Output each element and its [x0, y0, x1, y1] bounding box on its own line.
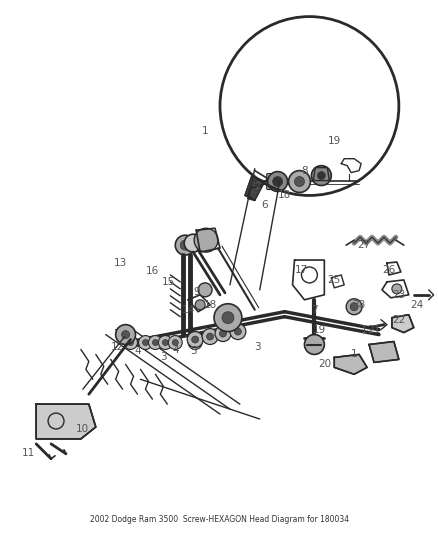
Text: 6: 6	[261, 200, 268, 211]
Circle shape	[192, 340, 198, 345]
Circle shape	[184, 234, 201, 252]
Text: 21: 21	[367, 325, 380, 335]
Text: 5: 5	[189, 346, 196, 357]
Text: 3: 3	[160, 352, 166, 362]
Circle shape	[219, 330, 226, 337]
Circle shape	[317, 172, 325, 180]
Circle shape	[198, 283, 212, 297]
Circle shape	[350, 303, 357, 311]
Text: 28: 28	[352, 300, 365, 310]
Circle shape	[124, 336, 137, 350]
Circle shape	[121, 330, 129, 338]
Text: 10: 10	[76, 424, 89, 434]
Polygon shape	[368, 342, 398, 362]
Text: 23: 23	[391, 290, 405, 300]
Circle shape	[172, 340, 178, 345]
Circle shape	[294, 176, 304, 187]
FancyBboxPatch shape	[266, 174, 276, 190]
Circle shape	[206, 333, 213, 340]
Circle shape	[214, 304, 241, 332]
Text: 8: 8	[300, 166, 307, 175]
Text: 4: 4	[134, 346, 141, 357]
Circle shape	[272, 176, 282, 187]
Circle shape	[127, 340, 133, 345]
Circle shape	[138, 336, 152, 350]
Circle shape	[152, 340, 158, 345]
Text: 24: 24	[409, 300, 422, 310]
Circle shape	[115, 325, 135, 344]
Text: 7: 7	[311, 305, 317, 314]
Text: 3: 3	[254, 343, 261, 352]
Text: 16: 16	[145, 266, 159, 276]
Circle shape	[391, 284, 401, 294]
Circle shape	[234, 328, 241, 335]
Text: 18: 18	[277, 190, 290, 200]
Text: 2: 2	[254, 181, 261, 190]
Text: 20: 20	[317, 359, 330, 369]
Text: 2002 Dodge Ram 3500  Screw-HEXAGON Head Diagram for 180034: 2002 Dodge Ram 3500 Screw-HEXAGON Head D…	[90, 515, 348, 524]
Circle shape	[201, 329, 218, 344]
Circle shape	[191, 336, 198, 343]
Polygon shape	[333, 354, 366, 374]
Text: 17: 17	[294, 265, 307, 275]
Text: 25: 25	[327, 275, 340, 285]
Circle shape	[222, 312, 233, 324]
Circle shape	[311, 166, 331, 185]
Circle shape	[194, 228, 218, 252]
Text: 11: 11	[21, 448, 35, 458]
Text: 1: 1	[360, 325, 367, 335]
Text: 18: 18	[203, 300, 216, 310]
Text: 1: 1	[201, 126, 208, 136]
Circle shape	[195, 300, 205, 310]
Circle shape	[267, 172, 287, 191]
Polygon shape	[244, 175, 264, 200]
Circle shape	[175, 235, 195, 255]
Text: 27: 27	[357, 240, 370, 250]
Text: 12: 12	[111, 343, 124, 352]
Circle shape	[142, 340, 148, 345]
Text: 1: 1	[350, 350, 357, 359]
Text: 13: 13	[114, 258, 127, 268]
Circle shape	[288, 171, 310, 192]
Polygon shape	[391, 314, 413, 333]
Circle shape	[215, 326, 230, 342]
Text: 26: 26	[381, 265, 395, 275]
Text: 4: 4	[172, 345, 178, 356]
Text: 15: 15	[161, 277, 175, 287]
Text: 9: 9	[194, 287, 200, 297]
Circle shape	[187, 332, 203, 348]
Circle shape	[158, 336, 172, 350]
Text: 19: 19	[312, 325, 325, 335]
Text: 22: 22	[391, 314, 405, 325]
Text: 19: 19	[327, 136, 340, 146]
Circle shape	[162, 340, 168, 345]
Circle shape	[346, 299, 361, 314]
Circle shape	[188, 336, 201, 350]
Circle shape	[180, 240, 190, 250]
Text: 14: 14	[181, 305, 194, 314]
Circle shape	[304, 335, 324, 354]
Polygon shape	[36, 404, 95, 439]
Circle shape	[168, 336, 182, 350]
Circle shape	[148, 336, 162, 350]
Circle shape	[230, 324, 245, 340]
